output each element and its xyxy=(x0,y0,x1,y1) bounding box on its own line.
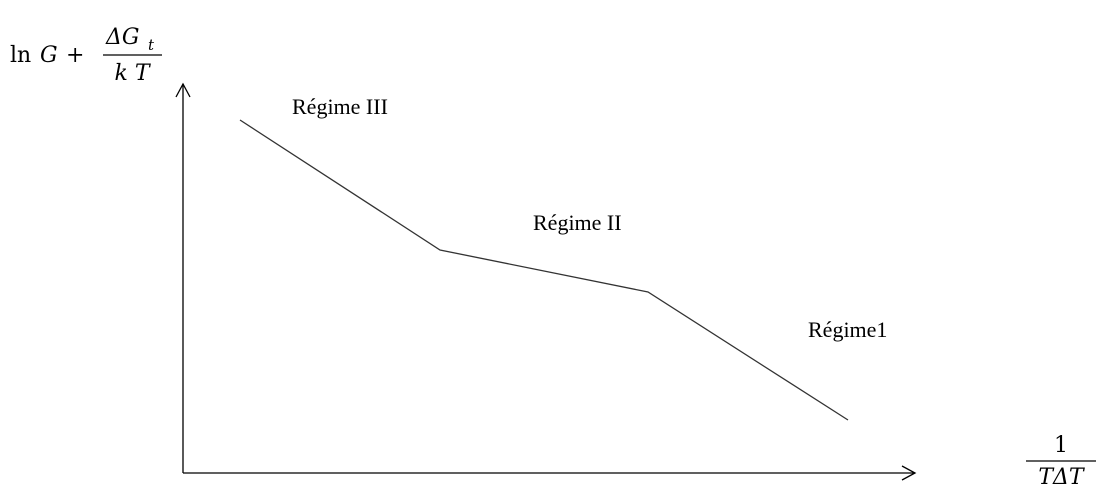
x-label-numerator: 1 xyxy=(1054,433,1068,458)
regime-curve xyxy=(239,119,849,421)
y-label-operator: + xyxy=(66,43,84,68)
y-label-numerator: ΔG xyxy=(105,25,139,50)
y-axis-arrow xyxy=(175,82,191,98)
x-axis-arrow xyxy=(901,465,917,481)
y-label-variable: G xyxy=(40,43,58,68)
y-label-denominator: k T xyxy=(115,61,152,86)
regime-label: Régime II xyxy=(533,210,622,235)
y-label-function: ln xyxy=(10,43,31,68)
regime-label: Régime III xyxy=(292,94,388,119)
y-label-subscript: t xyxy=(148,36,155,54)
regime-label: Régime1 xyxy=(808,317,887,342)
x-label-denominator: TΔT xyxy=(1038,465,1086,490)
